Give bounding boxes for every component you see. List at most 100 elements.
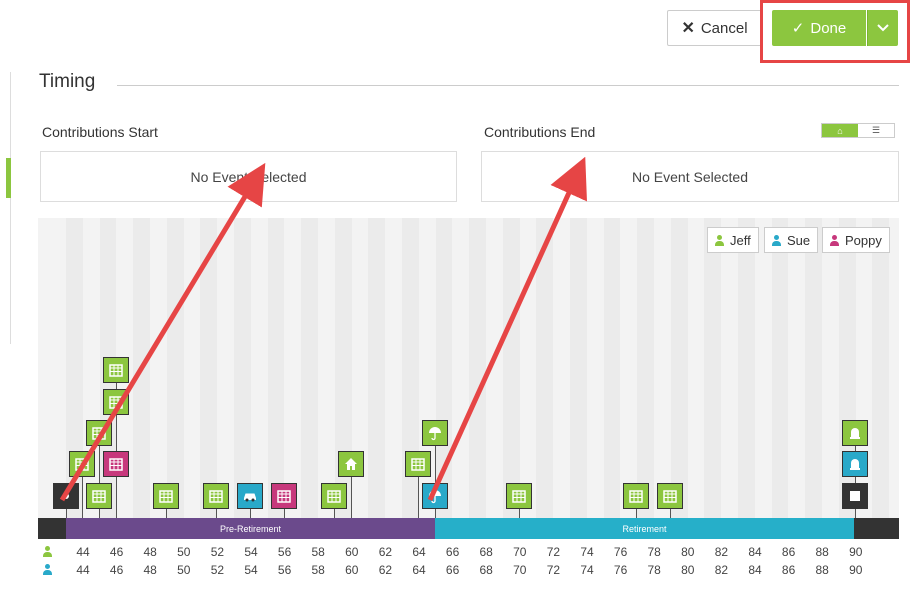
legend-jeff[interactable]: Jeff bbox=[707, 227, 759, 253]
contributions-end-field[interactable]: No Event Selected bbox=[481, 151, 899, 202]
chart-stripe bbox=[234, 218, 251, 518]
calendar-event-icon[interactable] bbox=[203, 483, 229, 509]
chart-stripe bbox=[133, 218, 150, 518]
calendar-event-icon[interactable] bbox=[657, 483, 683, 509]
event-marker[interactable] bbox=[53, 483, 79, 509]
person-icon bbox=[715, 234, 724, 246]
age-label: 86 bbox=[781, 563, 796, 577]
phase-pre-retirement[interactable]: Pre-Retirement bbox=[66, 518, 435, 539]
legend-poppy[interactable]: Poppy bbox=[822, 227, 890, 253]
sidebar-active-indicator bbox=[6, 158, 11, 198]
event-stem bbox=[82, 477, 83, 518]
car-event-icon[interactable] bbox=[237, 483, 263, 509]
age-label: 82 bbox=[714, 563, 729, 577]
chart-stripe bbox=[334, 218, 352, 518]
umbrella-event-icon[interactable] bbox=[422, 483, 448, 509]
done-dropdown-button[interactable] bbox=[867, 10, 898, 46]
age-label: 76 bbox=[613, 563, 628, 577]
age-label: 44 bbox=[76, 563, 90, 577]
age-label: 60 bbox=[345, 545, 359, 559]
phase-pre-retirement-label: Pre-Retirement bbox=[219, 523, 282, 534]
age-label: 64 bbox=[412, 545, 426, 559]
age-label: 66 bbox=[445, 563, 460, 577]
age-label: 64 bbox=[412, 563, 426, 577]
age-label: 58 bbox=[311, 563, 325, 577]
ages-row-sue: 44 46 48 50 52 54 56 58 60 62 64 66 68 70 72 74 76 78 80 82… bbox=[38, 563, 899, 579]
chart-stripe bbox=[469, 218, 486, 518]
age-label: 88 bbox=[815, 545, 829, 559]
event-stem bbox=[250, 509, 251, 518]
age-label: 68 bbox=[479, 563, 493, 577]
legend-sue-label: Sue bbox=[787, 232, 811, 248]
age-label: 56 bbox=[277, 563, 292, 577]
chart-stripe bbox=[402, 218, 419, 518]
age-label: 66 bbox=[445, 545, 460, 559]
event-stem bbox=[636, 509, 637, 518]
chart-stripe bbox=[637, 218, 654, 518]
chart-stripe bbox=[670, 218, 688, 518]
event-stem bbox=[670, 509, 671, 518]
age-label: 74 bbox=[580, 563, 594, 577]
calendar-event-icon[interactable] bbox=[103, 389, 129, 415]
chart-stripe bbox=[570, 218, 587, 518]
person-icon bbox=[772, 234, 781, 246]
house-event-icon[interactable] bbox=[338, 451, 364, 477]
list-icon: ☰ bbox=[871, 125, 881, 135]
event-stem bbox=[334, 509, 335, 518]
calendar-event-icon[interactable] bbox=[623, 483, 649, 509]
tomb-event-icon[interactable] bbox=[842, 420, 868, 446]
chart-stripe bbox=[267, 218, 285, 518]
chart-stripe bbox=[603, 218, 621, 518]
calendar-event-icon[interactable] bbox=[103, 357, 129, 383]
calendar-event-icon[interactable] bbox=[321, 483, 347, 509]
age-label: 52 bbox=[210, 563, 225, 577]
age-label: 48 bbox=[143, 563, 157, 577]
contributions-end-value: No Event Selected bbox=[632, 168, 748, 185]
tomb-event-icon[interactable] bbox=[842, 451, 868, 477]
legend-sue[interactable]: Sue bbox=[764, 227, 819, 253]
cancel-button[interactable]: ✕ Cancel bbox=[667, 10, 762, 46]
done-label: Done bbox=[810, 19, 847, 37]
calendar-event-icon[interactable] bbox=[506, 483, 532, 509]
legend-poppy-label: Poppy bbox=[845, 232, 882, 248]
phase-retirement[interactable]: Retirement bbox=[435, 518, 854, 539]
legend-jeff-label: Jeff bbox=[730, 232, 751, 248]
age-label: 58 bbox=[311, 545, 325, 559]
chart-stripe bbox=[166, 218, 184, 518]
event-stem bbox=[166, 509, 167, 518]
chart-stripe bbox=[502, 218, 520, 518]
calendar-event-icon[interactable] bbox=[86, 420, 112, 446]
age-label: 90 bbox=[849, 563, 863, 577]
age-label: 78 bbox=[647, 545, 661, 559]
contributions-start-field[interactable]: No Event Selected bbox=[40, 151, 457, 202]
umbrella-event-icon[interactable] bbox=[422, 420, 448, 446]
section-title: Timing bbox=[39, 71, 96, 92]
age-label: 90 bbox=[849, 545, 863, 559]
contributions-start-label: Contributions Start bbox=[42, 124, 158, 140]
age-label: 70 bbox=[513, 545, 527, 559]
calendar-event-icon[interactable] bbox=[153, 483, 179, 509]
chart-stripe bbox=[805, 218, 822, 518]
done-button[interactable]: ✓ Done bbox=[772, 10, 866, 46]
age-label: 56 bbox=[277, 545, 292, 559]
age-label: 46 bbox=[109, 563, 124, 577]
square-event-icon[interactable] bbox=[842, 483, 868, 509]
chart-view-button[interactable]: ⌂ bbox=[822, 124, 858, 137]
list-view-button[interactable]: ☰ bbox=[858, 124, 894, 137]
age-label: 78 bbox=[647, 563, 661, 577]
chart-stripe bbox=[771, 218, 789, 518]
calendar-event-icon[interactable] bbox=[271, 483, 297, 509]
calendar-event-icon[interactable] bbox=[103, 451, 129, 477]
chart-stripe bbox=[435, 218, 453, 518]
age-label: 54 bbox=[244, 545, 258, 559]
calendar-event-icon[interactable] bbox=[405, 451, 431, 477]
age-label: 60 bbox=[345, 563, 359, 577]
phase-bar-start-cap bbox=[38, 518, 66, 539]
calendar-event-icon[interactable] bbox=[86, 483, 112, 509]
calendar-event-icon[interactable] bbox=[69, 451, 95, 477]
age-label: 84 bbox=[748, 563, 762, 577]
contributions-end-label: Contributions End bbox=[484, 124, 596, 140]
age-label: 68 bbox=[479, 545, 493, 559]
chart-stripe bbox=[200, 218, 218, 518]
chart-stripe bbox=[704, 218, 722, 518]
